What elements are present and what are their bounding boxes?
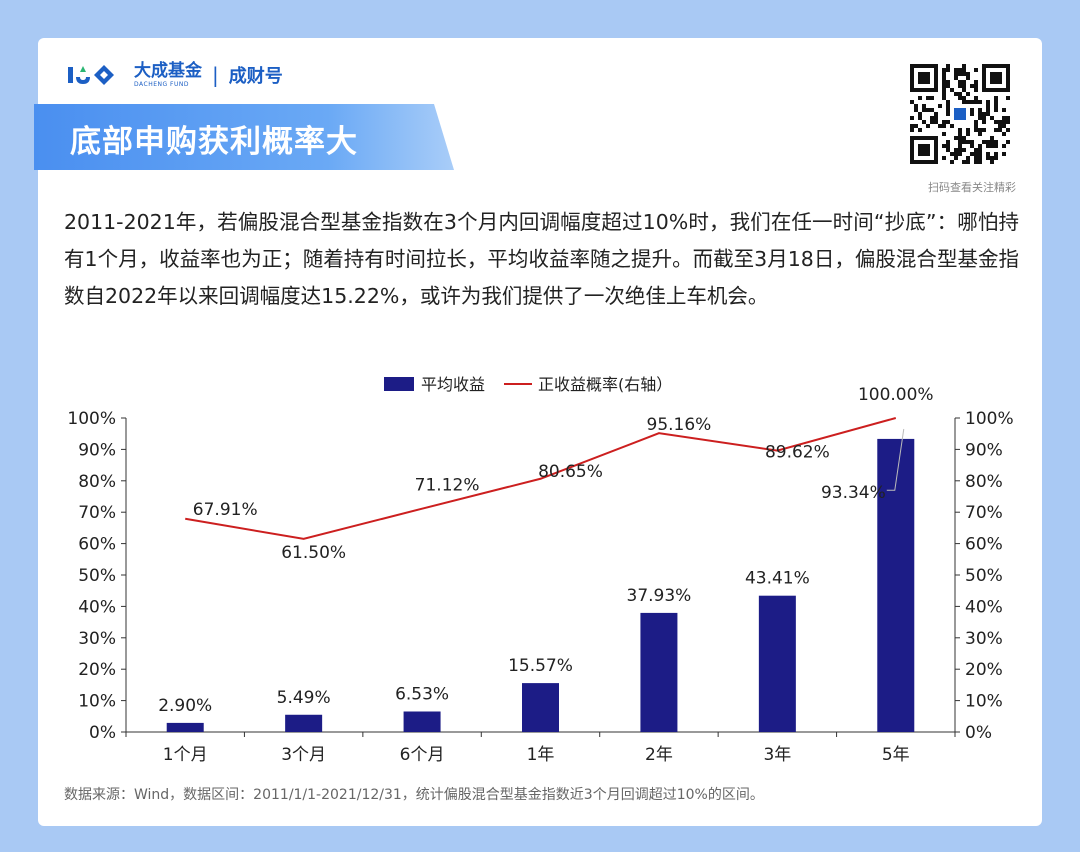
bar-average-return <box>877 438 915 732</box>
left-tick-label: 40% <box>78 597 116 617</box>
bar-data-label: 43.41% <box>745 569 810 589</box>
left-tick-label: 80% <box>78 472 116 492</box>
line-data-label: 95.16% <box>647 415 712 435</box>
headline-title: 底部申购获利概率大 <box>70 124 358 160</box>
headline-ribbon <box>34 104 454 170</box>
right-tick-label: 80% <box>965 472 1003 492</box>
bar-data-label: 2.90% <box>158 696 212 716</box>
bar-data-label: 5.49% <box>277 688 331 708</box>
left-tick-label: 0% <box>89 723 116 743</box>
brand-subtitle: 成财号 <box>228 66 283 87</box>
bar-data-label: 6.53% <box>395 684 449 704</box>
bar-average-return <box>285 714 323 732</box>
left-tick-label: 10% <box>78 692 116 712</box>
dacheng-logo-icon <box>66 63 126 87</box>
left-tick-label: 30% <box>78 629 116 649</box>
x-tick-label: 3年 <box>763 745 791 765</box>
left-tick-label: 20% <box>78 660 116 680</box>
x-tick-label: 1个月 <box>163 745 208 765</box>
line-data-label: 71.12% <box>415 476 480 496</box>
bar-data-label: 15.57% <box>508 656 573 676</box>
bar-average-return <box>522 683 559 732</box>
line-data-label: 89.62% <box>765 443 830 463</box>
brand-name-block: 大成基金 DACHENG FUND <box>134 60 202 88</box>
brand-separator: | <box>212 63 219 87</box>
x-tick-label: 1年 <box>527 745 555 765</box>
x-tick-label: 3个月 <box>281 745 326 765</box>
x-tick-label: 5年 <box>882 745 910 765</box>
left-tick-label: 100% <box>67 409 116 429</box>
right-tick-label: 30% <box>965 629 1003 649</box>
line-data-label: 80.65% <box>538 462 603 482</box>
left-tick-label: 50% <box>78 566 116 586</box>
right-tick-label: 40% <box>965 597 1003 617</box>
right-tick-label: 100% <box>965 409 1014 429</box>
right-tick-label: 0% <box>965 723 992 743</box>
bar-average-return <box>640 612 678 732</box>
x-tick-label: 2年 <box>645 745 673 765</box>
legend-bar-swatch <box>384 377 414 391</box>
brand-header: 大成基金 DACHENG FUND | 成财号 <box>66 60 283 90</box>
line-data-label: 67.91% <box>193 500 258 520</box>
legend-line-label: 正收益概率(右轴） <box>538 375 672 394</box>
right-tick-label: 10% <box>965 692 1003 712</box>
left-tick-label: 60% <box>78 535 116 555</box>
bar-data-label: 93.34% <box>821 483 886 503</box>
left-tick-label: 70% <box>78 503 116 523</box>
brand-name-en: DACHENG FUND <box>134 80 190 88</box>
bar-average-return <box>758 595 796 732</box>
qr-caption: 扫码查看关注精彩 <box>928 181 1016 194</box>
bar-average-return <box>166 722 204 732</box>
qr-code-icon <box>910 64 1010 164</box>
brand-name: 大成基金 <box>134 60 202 81</box>
bar-average-return <box>403 711 441 732</box>
right-tick-label: 70% <box>965 503 1003 523</box>
line-data-label: 100.00% <box>858 385 934 405</box>
qr-code[interactable] <box>904 58 1016 170</box>
right-tick-label: 90% <box>965 440 1003 460</box>
right-tick-label: 50% <box>965 566 1003 586</box>
line-data-label: 61.50% <box>281 543 346 563</box>
right-tick-label: 20% <box>965 660 1003 680</box>
line-positive-probability <box>185 417 897 540</box>
legend-bar-label: 平均收益 <box>421 375 485 394</box>
left-tick-label: 90% <box>78 440 116 460</box>
bar-label-leader-line <box>886 428 905 491</box>
source-note: 数据来源：Wind，数据区间：2011/1/1-2021/12/31，统计偏股混… <box>64 787 764 803</box>
bar-data-label: 37.93% <box>627 586 692 606</box>
x-tick-label: 6个月 <box>400 745 445 765</box>
right-tick-label: 60% <box>965 535 1003 555</box>
body-paragraph: 2011-2021年，若偏股混合型基金指数在3个月内回调幅度超过10%时，我们在… <box>64 210 1019 308</box>
